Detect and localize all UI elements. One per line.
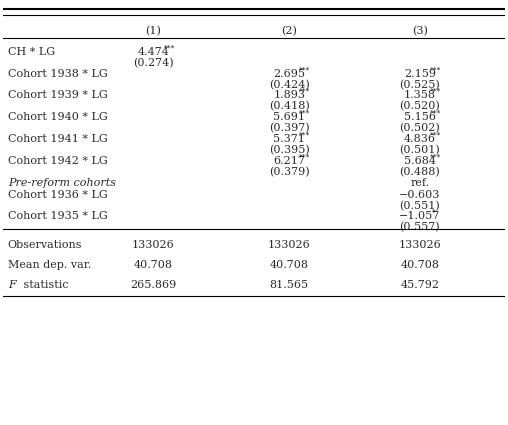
Text: ***: *** [299,153,310,162]
Text: (0.274): (0.274) [133,58,174,68]
Text: Pre-reform cohorts: Pre-reform cohorts [8,178,116,188]
Text: CH * LG: CH * LG [8,47,55,57]
Text: (0.520): (0.520) [399,101,440,112]
Text: 81.565: 81.565 [270,280,309,290]
Text: 40.708: 40.708 [400,260,439,270]
Text: 133026: 133026 [268,240,310,249]
Text: ***: *** [299,66,310,74]
Text: (3): (3) [412,26,428,36]
Text: Cohort 1935 * LG: Cohort 1935 * LG [8,212,108,221]
Text: 5.156: 5.156 [404,112,436,122]
Text: ***: *** [430,110,441,118]
Text: 2.159: 2.159 [404,68,436,79]
Text: Cohort 1941 * LG: Cohort 1941 * LG [8,134,108,144]
Text: 1.893: 1.893 [273,91,305,100]
Text: ***: *** [299,132,310,139]
Text: −0.603: −0.603 [399,190,440,200]
Text: F: F [8,280,16,290]
Text: 1.358: 1.358 [404,91,436,100]
Text: 5.371: 5.371 [273,134,305,144]
Text: 4.836: 4.836 [404,134,436,144]
Text: ***: *** [430,153,441,162]
Text: 40.708: 40.708 [270,260,309,270]
Text: Cohort 1938 * LG: Cohort 1938 * LG [8,68,108,79]
Text: 4.474: 4.474 [138,47,170,57]
Text: −1.057: −1.057 [399,212,440,221]
Text: Cohort 1940 * LG: Cohort 1940 * LG [8,112,108,122]
Text: ***: *** [430,66,441,74]
Text: 133026: 133026 [398,240,441,249]
Text: 2.695: 2.695 [273,68,305,79]
Text: (0.418): (0.418) [269,101,309,112]
Text: (0.502): (0.502) [399,123,440,133]
Text: (0.557): (0.557) [399,222,440,233]
Text: *: * [432,209,436,217]
Text: (0.379): (0.379) [269,167,309,177]
Text: (0.501): (0.501) [399,145,440,155]
Text: statistic: statistic [20,280,69,290]
Text: (2): (2) [281,26,297,36]
Text: ***: *** [430,132,441,139]
Text: ref.: ref. [410,178,429,188]
Text: ***: *** [164,44,175,52]
Text: 6.217: 6.217 [273,156,305,166]
Text: Observations: Observations [8,240,82,249]
Text: 5.684: 5.684 [404,156,436,166]
Text: 265.869: 265.869 [131,280,177,290]
Text: ***: *** [299,88,310,96]
Text: ***: *** [430,88,441,96]
Text: 40.708: 40.708 [134,260,173,270]
Text: (1): (1) [146,26,162,36]
Text: (0.551): (0.551) [399,201,440,211]
Text: (0.395): (0.395) [269,145,309,155]
Text: Cohort 1939 * LG: Cohort 1939 * LG [8,91,108,100]
Text: (0.397): (0.397) [269,123,309,133]
Text: ***: *** [299,110,310,118]
Text: Cohort 1936 * LG: Cohort 1936 * LG [8,190,108,200]
Text: (0.488): (0.488) [399,167,440,177]
Text: (0.424): (0.424) [269,79,309,90]
Text: Mean dep. var.: Mean dep. var. [8,260,91,270]
Text: 133026: 133026 [132,240,175,249]
Text: (0.525): (0.525) [399,79,440,90]
Text: 5.691: 5.691 [273,112,305,122]
Text: 45.792: 45.792 [400,280,439,290]
Text: Cohort 1942 * LG: Cohort 1942 * LG [8,156,108,166]
